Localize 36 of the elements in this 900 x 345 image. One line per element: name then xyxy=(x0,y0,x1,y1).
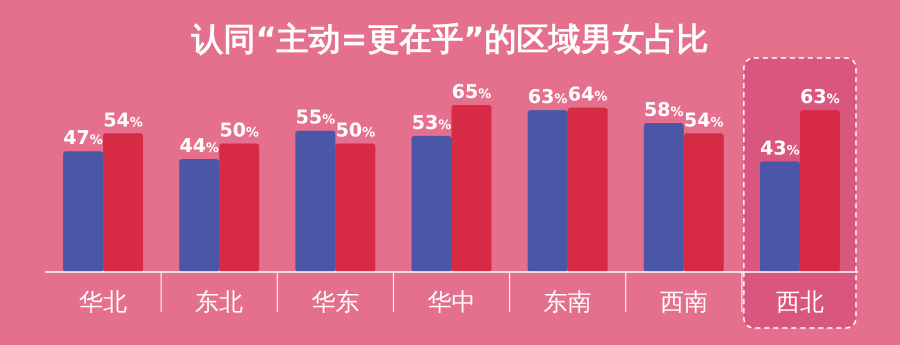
data-label: 58% xyxy=(644,98,684,121)
bar xyxy=(103,133,144,272)
data-label: 43% xyxy=(760,138,800,160)
x-tick-label: 东南 xyxy=(544,288,592,316)
bar xyxy=(528,110,568,272)
bar xyxy=(179,158,220,272)
x-tick-label: 东北 xyxy=(195,288,244,316)
data-label: 44% xyxy=(179,134,219,157)
data-label: 63% xyxy=(528,86,568,108)
bar xyxy=(63,151,104,272)
bar xyxy=(219,144,260,272)
chart-title: 认同“主动=更在乎”的区域男女占比 xyxy=(190,20,708,58)
bar xyxy=(644,122,684,272)
bar xyxy=(760,162,800,272)
bar xyxy=(412,136,452,272)
x-tick-label: 华北 xyxy=(79,288,128,316)
data-label: 55% xyxy=(296,106,336,129)
bar xyxy=(800,110,840,272)
bar xyxy=(452,105,492,272)
bar xyxy=(568,108,608,272)
x-tick-label: 华东 xyxy=(311,288,360,316)
bar xyxy=(335,144,376,272)
data-label: 54% xyxy=(684,109,724,132)
data-label: 53% xyxy=(412,112,452,134)
data-label: 63% xyxy=(800,86,840,108)
x-tick-label: 西北 xyxy=(776,288,824,316)
data-label: 65% xyxy=(452,81,492,103)
data-label: 47% xyxy=(63,127,103,150)
bar xyxy=(295,130,336,272)
data-label: 50% xyxy=(336,120,376,142)
bar xyxy=(684,133,724,272)
x-tick-label: 华中 xyxy=(428,288,476,316)
data-label: 54% xyxy=(103,109,143,132)
data-label: 64% xyxy=(568,84,608,106)
x-tick-label: 西南 xyxy=(660,288,708,316)
data-label: 50% xyxy=(219,120,259,142)
